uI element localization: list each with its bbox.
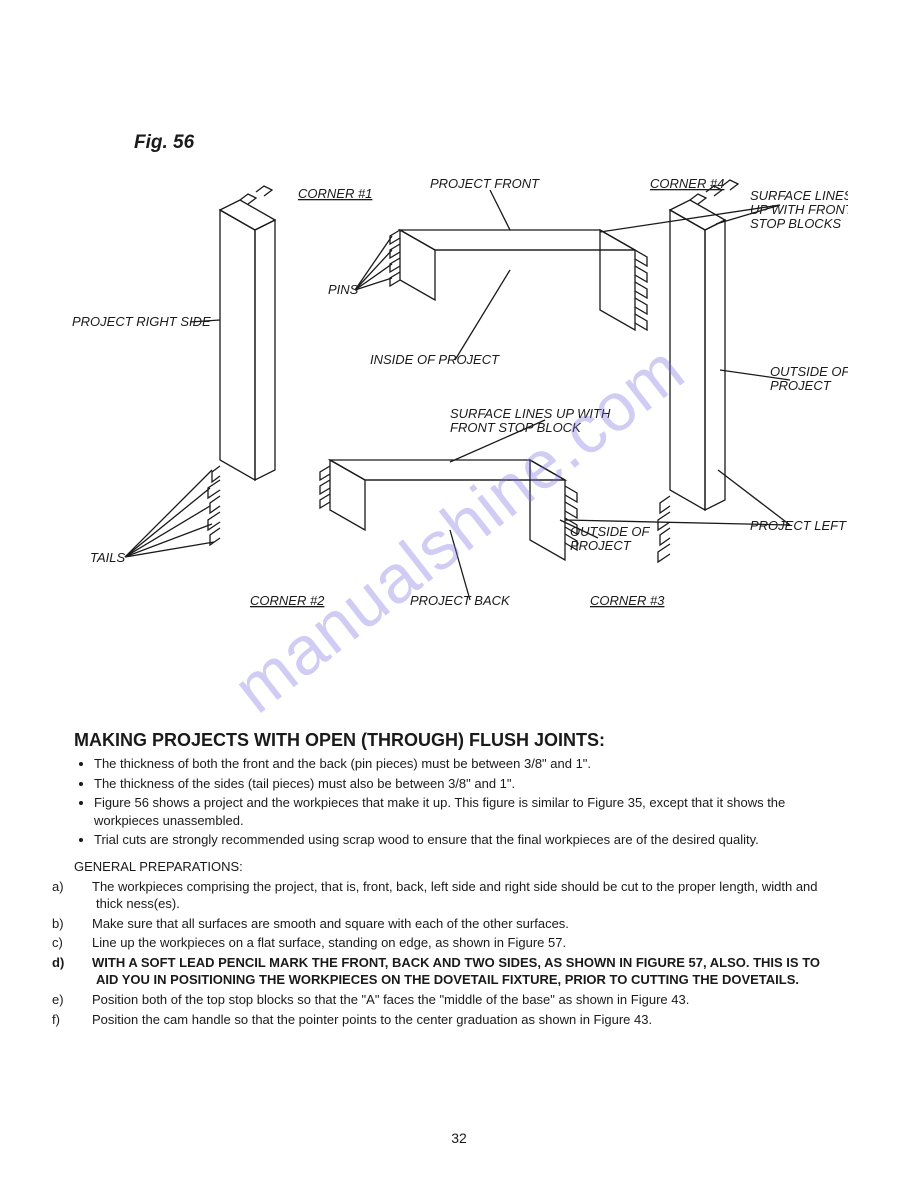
leader-lines: [125, 190, 790, 600]
label-inside: INSIDE OF PROJECT: [370, 352, 500, 367]
label-corner1: CORNER #1: [298, 186, 372, 201]
label-outside-back-2: PROJECT: [570, 538, 632, 553]
bullet-list: The thickness of both the front and the …: [74, 755, 844, 849]
section-title: MAKING PROJECTS WITH OPEN (THROUGH) FLUS…: [74, 730, 844, 751]
label-surface1-line3: STOP BLOCKS: [750, 216, 841, 231]
text-content: MAKING PROJECTS WITH OPEN (THROUGH) FLUS…: [74, 730, 844, 1038]
bullet-item: The thickness of the sides (tail pieces)…: [94, 775, 844, 793]
lettered-item: a)The workpieces comprising the project,…: [74, 878, 844, 913]
bullet-item: The thickness of both the front and the …: [94, 755, 844, 773]
panel-project-front: [390, 230, 647, 330]
label-project-back: PROJECT BACK: [410, 593, 511, 608]
label-project-front: PROJECT FRONT: [430, 176, 540, 191]
label-surface1-line1: SURFACE LINES: [750, 188, 848, 203]
bullet-item: Trial cuts are strongly recommended usin…: [94, 831, 844, 849]
lettered-item: e)Position both of the top stop blocks s…: [74, 991, 844, 1009]
label-surface2-line1: SURFACE LINES UP WITH: [450, 406, 611, 421]
lettered-item: d)WITH A SOFT LEAD PENCIL MARK THE FRONT…: [74, 954, 844, 989]
lettered-item: f)Position the cam handle so that the po…: [74, 1011, 844, 1029]
label-surface1-line2: UP WITH FRONT: [750, 202, 848, 217]
label-corner3: CORNER #3: [590, 593, 665, 608]
bullet-item: Figure 56 shows a project and the workpi…: [94, 794, 844, 829]
label-project-right: PROJECT RIGHT SIDE: [72, 314, 211, 329]
label-outside-right-2: PROJECT: [770, 378, 832, 393]
lettered-item: c)Line up the workpieces on a flat surfa…: [74, 934, 844, 952]
page-number: 32: [0, 1130, 918, 1146]
label-outside-back-1: OUTSIDE OF: [570, 524, 651, 539]
figure-label: Fig. 56: [134, 132, 194, 154]
label-corner2: CORNER #2: [250, 593, 325, 608]
label-project-left: PROJECT LEFT SIDE: [750, 518, 848, 533]
label-pins: PINS: [328, 282, 359, 297]
panel-project-right-side: [208, 186, 275, 545]
label-outside-right-1: OUTSIDE OF: [770, 364, 848, 379]
label-surface2-line2: FRONT STOP BLOCK: [450, 420, 582, 435]
lettered-item: b)Make sure that all surfaces are smooth…: [74, 915, 844, 933]
subhead-general-prep: GENERAL PREPARATIONS:: [74, 859, 844, 874]
lettered-list: a)The workpieces comprising the project,…: [74, 878, 844, 1028]
panel-project-back: [320, 460, 577, 560]
label-corner4: CORNER #4: [650, 176, 724, 191]
figure-diagram: CORNER #1 PROJECT FRONT CORNER #4 SURFAC…: [70, 170, 848, 630]
label-tails: TAILS: [90, 550, 125, 565]
